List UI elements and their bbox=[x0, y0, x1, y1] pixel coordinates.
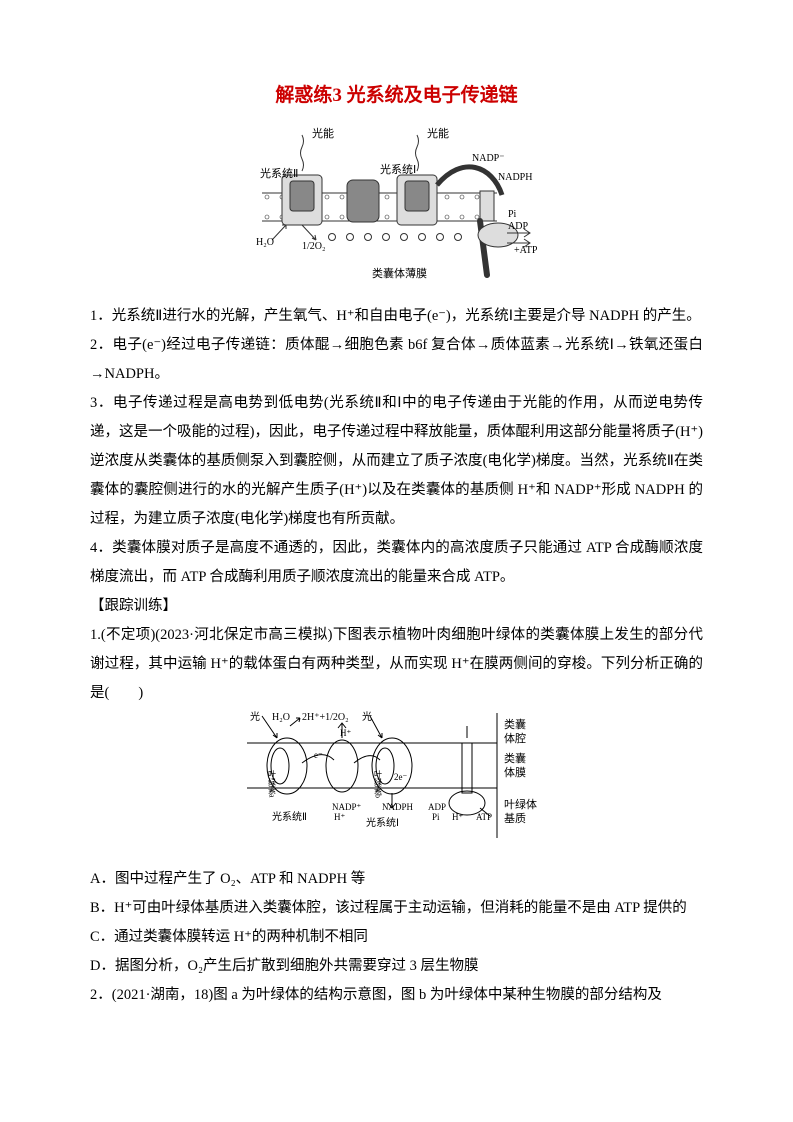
svg-text:光能: 光能 bbox=[427, 126, 449, 140]
svg-text:H⁺: H⁺ bbox=[452, 812, 463, 822]
svg-text:Pi: Pi bbox=[508, 209, 517, 220]
svg-text:光系统Ⅱ: 光系统Ⅱ bbox=[260, 166, 298, 180]
svg-text:H⁺: H⁺ bbox=[334, 812, 345, 822]
svg-text:1/2O₂: 1/2O₂ bbox=[302, 241, 326, 252]
svg-text:H₂O: H₂O bbox=[272, 712, 290, 723]
svg-text:叶绿体: 叶绿体 bbox=[504, 797, 537, 811]
option-B: B．H⁺可由叶绿体基质进入类囊体腔，该过程属于主动运输，但消耗的能量不是由 AT… bbox=[90, 894, 703, 923]
svg-text:H₂O: H₂O bbox=[256, 237, 274, 248]
svg-text:NADP⁺: NADP⁺ bbox=[332, 802, 362, 812]
svg-text:Pi: Pi bbox=[432, 812, 440, 822]
paragraph-1: 1．光系统Ⅱ进行水的光解，产生氧气、H⁺和自由电子(e⁻)，光系统Ⅰ主要是介导 … bbox=[90, 302, 703, 331]
figure-2: 光H₂O2H⁺+1/2O₂光H⁺叶绿素a叶绿素be⁻2e⁻光系统ⅡNADP⁺H⁺… bbox=[90, 708, 703, 853]
option-C: C．通过类囊体膜转运 H⁺的两种机制不相同 bbox=[90, 923, 703, 952]
figure-2-svg: 光H₂O2H⁺+1/2O₂光H⁺叶绿素a叶绿素be⁻2e⁻光系统ⅡNADP⁺H⁺… bbox=[242, 708, 552, 848]
svg-text:类囊体薄膜: 类囊体薄膜 bbox=[372, 266, 427, 280]
figure-1: 光能 光能光系统Ⅱ 光系统Ⅰ NADP⁻ NADPH H₂O 1/2O₂ PiADP +ATP 类… bbox=[90, 125, 703, 290]
question-1-options: A．图中过程产生了 O₂、ATP 和 NADPH 等B．H⁺可由叶绿体基质进入类… bbox=[90, 865, 703, 981]
svg-text:2e⁻: 2e⁻ bbox=[394, 772, 407, 782]
svg-text:+ATP: +ATP bbox=[514, 245, 538, 256]
svg-text:叶绿素a: 叶绿素a bbox=[267, 770, 276, 798]
paragraph-3: 3．电子传递过程是高电势到低电势(光系统Ⅱ和Ⅰ中的电子传递由于光能的作用，从而逆… bbox=[90, 389, 703, 534]
tracking-label: 【跟踪训练】 bbox=[90, 592, 703, 621]
svg-text:光系统Ⅰ: 光系统Ⅰ bbox=[366, 816, 399, 829]
question-2-stem: 2．(2021·湖南，18)图 a 为叶绿体的结构示意图，图 b 为叶绿体中某种… bbox=[90, 981, 703, 1010]
svg-text:H⁺: H⁺ bbox=[340, 728, 351, 738]
figure-1-svg: 光能 光能光系统Ⅱ 光系统Ⅰ NADP⁻ NADPH H₂O 1/2O₂ PiADP +ATP 类… bbox=[252, 125, 542, 285]
paragraph-2: 2．电子(e⁻)经过电子传递链：质体醌→细胞色素 b6f 复合体→质体蓝素→光系… bbox=[90, 331, 703, 389]
content-paragraphs: 1．光系统Ⅱ进行水的光解，产生氧气、H⁺和自由电子(e⁻)，光系统Ⅰ主要是介导 … bbox=[90, 302, 703, 592]
title-text: 解惑练3 光系统及电子传递链 bbox=[275, 85, 517, 106]
svg-text:ADP: ADP bbox=[428, 802, 446, 812]
svg-text:NADPH: NADPH bbox=[498, 172, 532, 183]
svg-text:叶绿素b: 叶绿素b bbox=[373, 770, 382, 798]
svg-text:体膜: 体膜 bbox=[504, 765, 526, 779]
svg-text:NADP⁻: NADP⁻ bbox=[472, 153, 505, 164]
svg-text:基质: 基质 bbox=[504, 812, 526, 825]
svg-text:2H⁺+1/2O₂: 2H⁺+1/2O₂ bbox=[302, 712, 349, 723]
option-D: D．据图分析，O₂产生后扩散到细胞外共需要穿过 3 层生物膜 bbox=[90, 952, 703, 981]
svg-text:体腔: 体腔 bbox=[504, 731, 526, 745]
svg-text:ADP: ADP bbox=[508, 221, 528, 232]
svg-text:光系统Ⅱ: 光系统Ⅱ bbox=[272, 810, 307, 823]
question-1-stem: 1.(不定项)(2023·河北保定市高三模拟)下图表示植物叶肉细胞叶绿体的类囊体… bbox=[90, 621, 703, 708]
svg-text:光能: 光能 bbox=[312, 126, 334, 140]
svg-text:光: 光 bbox=[250, 710, 260, 723]
paragraph-4: 4．类囊体膜对质子是高度不通透的，因此，类囊体内的高浓度质子只能通过 ATP 合… bbox=[90, 534, 703, 592]
svg-text:类囊: 类囊 bbox=[504, 717, 526, 731]
svg-text:e⁻: e⁻ bbox=[314, 750, 323, 760]
svg-text:ATP: ATP bbox=[476, 812, 492, 822]
svg-text:类囊: 类囊 bbox=[504, 751, 526, 765]
svg-text:光系统Ⅰ: 光系统Ⅰ bbox=[380, 162, 416, 176]
option-A: A．图中过程产生了 O₂、ATP 和 NADPH 等 bbox=[90, 865, 703, 894]
svg-text:光: 光 bbox=[362, 710, 372, 723]
page-title: 解惑练3 光系统及电子传递链 bbox=[90, 80, 703, 107]
svg-text:NADPH: NADPH bbox=[382, 802, 414, 812]
